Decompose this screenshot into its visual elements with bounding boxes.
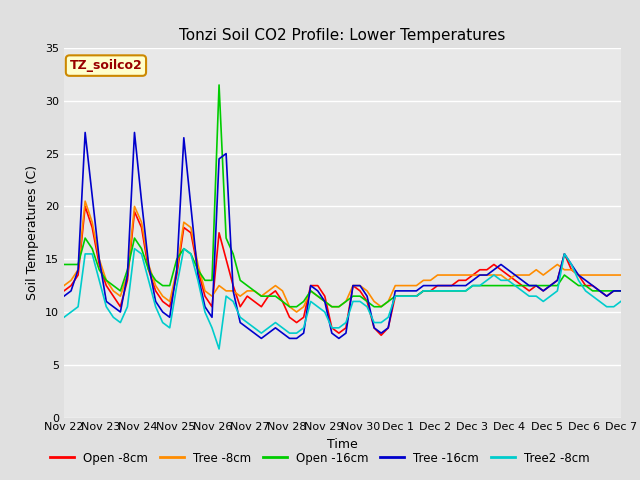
Legend: Open -8cm, Tree -8cm, Open -16cm, Tree -16cm, Tree2 -8cm: Open -8cm, Tree -8cm, Open -16cm, Tree -… <box>45 447 595 469</box>
Y-axis label: Soil Temperatures (C): Soil Temperatures (C) <box>26 165 40 300</box>
X-axis label: Time: Time <box>327 438 358 451</box>
Title: Tonzi Soil CO2 Profile: Lower Temperatures: Tonzi Soil CO2 Profile: Lower Temperatur… <box>179 28 506 43</box>
Text: TZ_soilco2: TZ_soilco2 <box>70 59 142 72</box>
